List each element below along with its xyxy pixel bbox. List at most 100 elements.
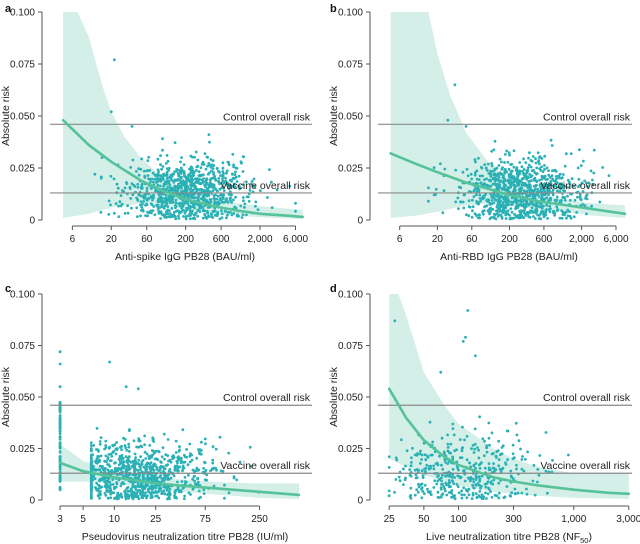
data-point	[233, 173, 237, 177]
data-point	[434, 187, 438, 191]
data-point	[209, 198, 213, 201]
data-point	[238, 460, 242, 464]
data-point	[206, 210, 209, 214]
data-point	[210, 182, 214, 186]
data-point	[139, 167, 143, 171]
data-point	[549, 182, 553, 186]
data-point	[452, 482, 456, 486]
data-point	[117, 204, 120, 208]
data-point	[468, 461, 471, 465]
data-point	[249, 182, 253, 186]
data-point	[120, 448, 123, 451]
data-point	[169, 187, 173, 191]
data-point	[169, 476, 173, 480]
data-point	[198, 448, 202, 451]
data-point	[426, 454, 429, 458]
data-point	[133, 492, 137, 495]
data-point	[444, 489, 447, 493]
data-point	[127, 445, 131, 449]
data-point	[408, 495, 412, 498]
data-point	[186, 463, 190, 467]
data-point	[150, 465, 153, 469]
data-point	[583, 179, 586, 183]
data-point	[502, 182, 506, 185]
data-point	[478, 467, 482, 470]
data-point	[167, 477, 171, 481]
data-point	[163, 492, 167, 496]
data-point	[492, 196, 496, 200]
data-point	[106, 468, 110, 472]
data-point	[58, 456, 62, 460]
data-point	[106, 496, 110, 500]
data-point	[188, 188, 192, 191]
data-point	[503, 172, 507, 175]
data-point	[465, 167, 469, 171]
data-point	[115, 441, 118, 444]
data-point	[507, 173, 511, 176]
data-point	[445, 493, 449, 497]
data-point	[505, 203, 508, 206]
data-point	[205, 177, 209, 181]
data-point	[202, 194, 205, 197]
data-point	[148, 478, 151, 481]
data-point	[551, 459, 554, 462]
data-point	[164, 162, 168, 165]
data-point	[173, 141, 177, 145]
data-point	[565, 216, 568, 220]
data-point	[248, 445, 252, 449]
confidence-band	[63, 12, 303, 219]
data-point	[218, 217, 222, 221]
data-point	[545, 196, 549, 200]
data-point	[512, 149, 516, 153]
data-point	[517, 439, 521, 443]
data-point	[524, 161, 528, 165]
data-point	[125, 465, 129, 468]
data-point	[240, 216, 244, 219]
data-point	[58, 416, 62, 419]
data-point	[410, 456, 413, 460]
data-point	[512, 456, 516, 460]
data-point	[529, 188, 532, 192]
data-point	[483, 163, 487, 167]
data-point	[247, 199, 251, 203]
data-point	[207, 133, 211, 137]
data-point	[181, 428, 185, 432]
data-point	[512, 175, 516, 179]
data-point	[453, 449, 457, 453]
panel-c: Control overall risk Vaccine overall risk…	[0, 283, 312, 543]
data-point	[427, 490, 430, 494]
data-point	[506, 429, 510, 433]
data-point	[507, 199, 511, 203]
data-point	[419, 449, 422, 453]
data-point	[495, 450, 499, 453]
data-point	[185, 448, 189, 451]
data-point	[165, 176, 169, 180]
data-point	[197, 170, 201, 174]
data-point	[442, 485, 445, 488]
data-point	[166, 212, 170, 216]
data-point	[420, 487, 423, 491]
data-point	[534, 208, 537, 212]
data-point	[497, 496, 501, 500]
data-point	[504, 195, 507, 198]
data-point	[413, 453, 417, 457]
data-point	[178, 204, 182, 208]
data-point	[221, 179, 225, 183]
data-point	[420, 458, 423, 461]
data-point	[140, 183, 144, 187]
data-point	[232, 476, 236, 480]
data-point	[58, 445, 62, 449]
data-point	[96, 494, 100, 498]
data-point	[130, 182, 134, 186]
data-point	[536, 480, 539, 484]
data-point	[393, 319, 397, 323]
data-point	[198, 206, 202, 210]
data-point	[461, 340, 465, 343]
data-point	[477, 188, 481, 192]
data-point	[520, 165, 524, 169]
data-point	[113, 211, 116, 215]
data-point	[212, 183, 216, 187]
data-point	[170, 174, 174, 178]
data-point	[172, 187, 176, 191]
